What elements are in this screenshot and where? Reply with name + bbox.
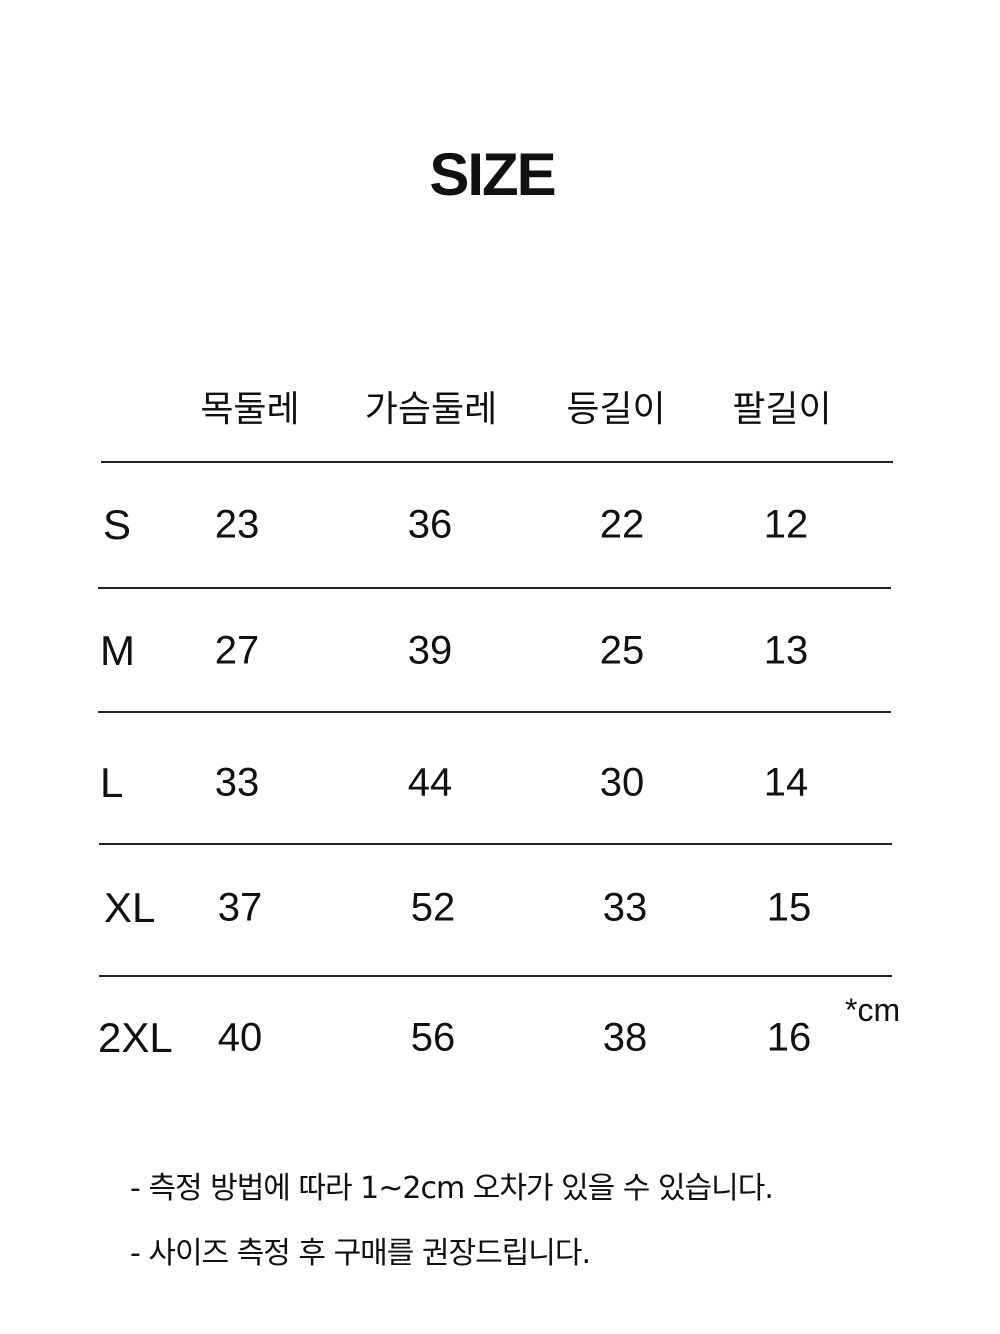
divider bbox=[99, 843, 892, 845]
page-title: SIZE bbox=[429, 141, 556, 208]
table-cell: 23 bbox=[214, 502, 260, 547]
table-cell: 33 bbox=[214, 760, 260, 805]
table-cell: 36 bbox=[407, 502, 453, 547]
table-cell: 25 bbox=[599, 628, 645, 673]
unit-label: *cm bbox=[845, 992, 901, 1028]
table-cell: 56 bbox=[410, 1015, 456, 1060]
table-cell: 30 bbox=[599, 760, 645, 805]
note-recommendation: - 사이즈 측정 후 구매를 권장드립니다. bbox=[130, 1236, 591, 1271]
table-cell: 39 bbox=[407, 628, 453, 673]
divider bbox=[98, 711, 891, 713]
header-sleeve: 팔길이 bbox=[732, 389, 832, 430]
table-cell: 14 bbox=[763, 760, 809, 805]
table-cell: 13 bbox=[763, 628, 809, 673]
table-cell: 33 bbox=[602, 885, 648, 930]
table-cell: 52 bbox=[410, 885, 456, 930]
table-cell: 22 bbox=[599, 502, 645, 547]
divider bbox=[99, 975, 892, 977]
divider bbox=[98, 587, 891, 589]
header-neck: 목둘레 bbox=[200, 389, 300, 430]
table-cell: 38 bbox=[602, 1015, 648, 1060]
table-cell: 40 bbox=[217, 1015, 263, 1060]
size-label: XL bbox=[104, 884, 156, 931]
size-label: L bbox=[100, 759, 124, 806]
table-cell: 37 bbox=[217, 885, 263, 930]
header-chest: 가슴둘레 bbox=[364, 389, 498, 430]
table-cell: 15 bbox=[766, 885, 812, 930]
divider bbox=[101, 461, 893, 463]
size-label: M bbox=[100, 627, 135, 674]
table-cell: 27 bbox=[214, 628, 260, 673]
size-label: 2XL bbox=[98, 1014, 173, 1061]
table-cell: 44 bbox=[407, 760, 453, 805]
table-cell: 12 bbox=[763, 502, 809, 547]
table-cell: 16 bbox=[766, 1015, 812, 1060]
size-label: S bbox=[103, 501, 132, 548]
header-back-length: 등길이 bbox=[566, 389, 666, 430]
note-measurement-error: - 측정 방법에 따라 1~2cm 오차가 있을 수 있습니다. bbox=[130, 1171, 774, 1206]
